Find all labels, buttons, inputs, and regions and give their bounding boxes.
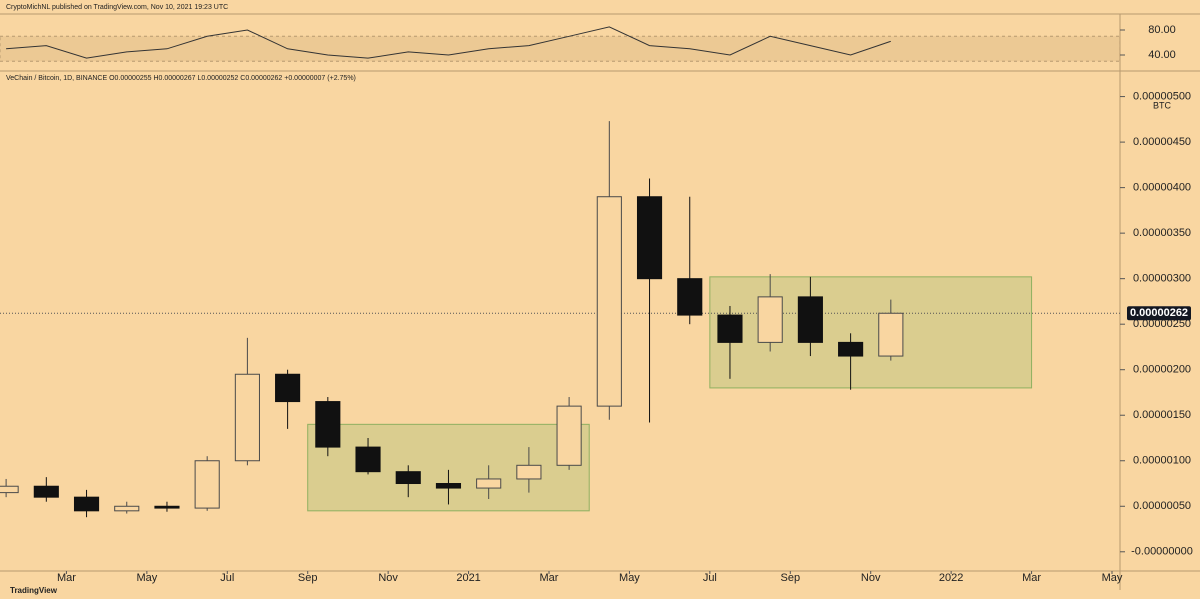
candle-body xyxy=(154,505,180,509)
y-tick-label: 0.00000400 xyxy=(1133,182,1191,194)
x-tick-label: Sep xyxy=(298,572,318,584)
y-tick-label: 0.00000350 xyxy=(1133,227,1191,239)
candle-body xyxy=(797,296,823,343)
footer-logo: TradingView xyxy=(10,586,58,595)
y-tick-label: 0.00000200 xyxy=(1133,364,1191,376)
candle-body xyxy=(838,341,864,357)
x-tick-label: Mar xyxy=(540,572,559,584)
candle-body xyxy=(315,401,341,448)
candle-body xyxy=(757,296,783,343)
x-tick-label: 2021 xyxy=(456,572,480,584)
y-tick-label: 0.00000100 xyxy=(1133,455,1191,467)
candle-body xyxy=(33,485,59,498)
x-tick-label: May xyxy=(619,572,640,584)
last-price-label: 0.00000262 xyxy=(1130,307,1188,319)
y-tick-label: 0.00000250 xyxy=(1133,318,1191,330)
candle-body xyxy=(234,373,260,462)
candle-body xyxy=(73,496,100,512)
candle-body xyxy=(556,405,582,466)
x-tick-label: Nov xyxy=(378,572,398,584)
x-tick-label: Jul xyxy=(703,572,717,584)
legend: VeChain / Bitcoin, 1D, BINANCE O0.000002… xyxy=(6,75,356,82)
candle-body xyxy=(0,485,19,494)
candle-body xyxy=(395,471,421,485)
y-tick-label: -0.00000000 xyxy=(1131,546,1193,558)
candle-body xyxy=(476,478,502,489)
rsi-band xyxy=(0,35,1120,62)
candle-body xyxy=(878,312,904,357)
x-tick-label: Mar xyxy=(57,572,76,584)
x-tick-label: May xyxy=(1102,572,1123,584)
x-tick-label: Jul xyxy=(220,572,234,584)
candle-body xyxy=(114,505,140,512)
candle-body xyxy=(516,464,542,480)
rsi-tick-label: 80.00 xyxy=(1148,24,1176,36)
x-tick-label: Mar xyxy=(1022,572,1041,584)
candle-body xyxy=(636,196,663,280)
rsi-tick-label: 40.00 xyxy=(1148,49,1176,61)
y-tick-label: 0.00000450 xyxy=(1133,136,1191,148)
x-tick-label: 2022 xyxy=(939,572,963,584)
axis-unit: BTC xyxy=(1153,100,1172,110)
candle-body xyxy=(194,460,220,509)
y-tick-label: 0.00000050 xyxy=(1133,500,1191,512)
rsi-line xyxy=(6,26,891,59)
candle-body xyxy=(717,314,743,343)
last-price-box xyxy=(1127,306,1191,321)
y-tick-label: 0.00000150 xyxy=(1133,409,1191,421)
candle-body xyxy=(596,196,622,407)
candle-body xyxy=(435,483,462,489)
y-tick-label: 0.00000300 xyxy=(1133,273,1191,285)
x-tick-label: Nov xyxy=(861,572,881,584)
candle-body xyxy=(275,373,301,403)
y-tick-label: 0.00000500 xyxy=(1133,90,1191,102)
candle-body xyxy=(677,278,703,316)
publisher: CryptoMichNL published on TradingView.co… xyxy=(6,4,228,11)
candle-body xyxy=(355,446,381,473)
x-tick-label: May xyxy=(136,572,157,584)
x-tick-label: Sep xyxy=(780,572,800,584)
plot-area xyxy=(0,26,1120,518)
